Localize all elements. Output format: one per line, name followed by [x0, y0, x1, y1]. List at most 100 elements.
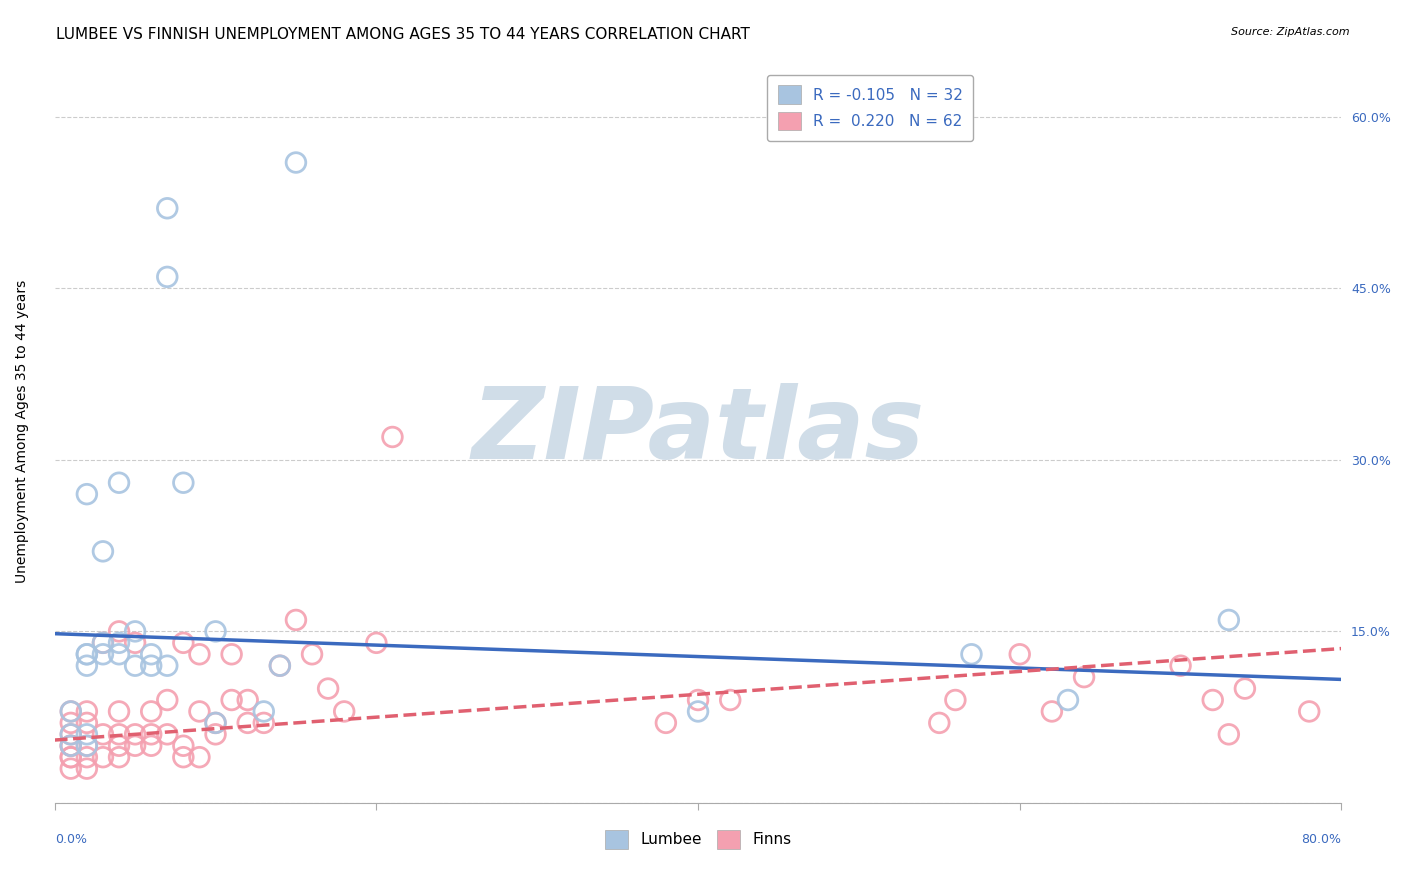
Point: [236, 715, 259, 730]
Point: [141, 739, 163, 753]
Point: [141, 705, 163, 719]
Text: 0.0%: 0.0%: [55, 832, 87, 846]
Point: [76, 705, 98, 719]
Legend: Lumbee, Finns: Lumbee, Finns: [599, 824, 797, 855]
Y-axis label: Unemployment Among Ages 35 to 44 years: Unemployment Among Ages 35 to 44 years: [15, 279, 30, 582]
Point: [108, 705, 131, 719]
Point: [91, 750, 114, 764]
Text: LUMBEE VS FINNISH UNEMPLOYMENT AMONG AGES 35 TO 44 YEARS CORRELATION CHART: LUMBEE VS FINNISH UNEMPLOYMENT AMONG AGE…: [56, 27, 751, 42]
Point: [204, 715, 226, 730]
Point: [156, 201, 179, 215]
Point: [172, 475, 194, 490]
Point: [59, 739, 82, 753]
Point: [253, 715, 276, 730]
Point: [333, 705, 356, 719]
Point: [141, 658, 163, 673]
Point: [124, 636, 146, 650]
Point: [172, 636, 194, 650]
Point: [269, 658, 291, 673]
Point: [188, 647, 211, 661]
Point: [316, 681, 339, 696]
Point: [76, 727, 98, 741]
Point: [59, 727, 82, 741]
Point: [172, 750, 194, 764]
Point: [124, 727, 146, 741]
Point: [108, 624, 131, 639]
Point: [284, 155, 307, 169]
Point: [172, 739, 194, 753]
Point: [91, 647, 114, 661]
Point: [76, 739, 98, 753]
Text: Source: ZipAtlas.com: Source: ZipAtlas.com: [1232, 27, 1350, 37]
Point: [76, 487, 98, 501]
Point: [59, 762, 82, 776]
Point: [59, 715, 82, 730]
Point: [221, 647, 243, 661]
Point: [1170, 658, 1192, 673]
Point: [1233, 681, 1256, 696]
Point: [156, 693, 179, 707]
Point: [366, 636, 388, 650]
Point: [188, 750, 211, 764]
Point: [945, 693, 967, 707]
Point: [284, 613, 307, 627]
Point: [76, 715, 98, 730]
Point: [124, 739, 146, 753]
Point: [91, 727, 114, 741]
Point: [718, 693, 741, 707]
Point: [141, 647, 163, 661]
Point: [156, 727, 179, 741]
Point: [928, 715, 950, 730]
Point: [204, 727, 226, 741]
Point: [76, 762, 98, 776]
Point: [76, 647, 98, 661]
Point: [76, 658, 98, 673]
Point: [1202, 693, 1225, 707]
Point: [108, 475, 131, 490]
Point: [59, 727, 82, 741]
Point: [1040, 705, 1063, 719]
Point: [108, 750, 131, 764]
Point: [1218, 613, 1240, 627]
Point: [76, 647, 98, 661]
Point: [1073, 670, 1095, 684]
Text: 80.0%: 80.0%: [1302, 832, 1341, 846]
Point: [1298, 705, 1320, 719]
Point: [59, 750, 82, 764]
Point: [156, 269, 179, 284]
Point: [59, 705, 82, 719]
Point: [655, 715, 678, 730]
Point: [960, 647, 983, 661]
Point: [236, 693, 259, 707]
Point: [141, 727, 163, 741]
Point: [686, 693, 709, 707]
Point: [59, 739, 82, 753]
Point: [269, 658, 291, 673]
Point: [124, 624, 146, 639]
Point: [156, 658, 179, 673]
Point: [91, 636, 114, 650]
Point: [59, 705, 82, 719]
Point: [91, 544, 114, 558]
Point: [381, 430, 404, 444]
Point: [188, 705, 211, 719]
Point: [108, 727, 131, 741]
Point: [204, 624, 226, 639]
Point: [204, 715, 226, 730]
Point: [301, 647, 323, 661]
Point: [59, 750, 82, 764]
Point: [1218, 727, 1240, 741]
Point: [124, 658, 146, 673]
Text: ZIPatlas: ZIPatlas: [471, 383, 925, 480]
Point: [91, 636, 114, 650]
Point: [108, 636, 131, 650]
Point: [108, 647, 131, 661]
Point: [253, 705, 276, 719]
Point: [1057, 693, 1080, 707]
Point: [686, 705, 709, 719]
Point: [108, 739, 131, 753]
Point: [1008, 647, 1031, 661]
Point: [76, 750, 98, 764]
Point: [76, 739, 98, 753]
Point: [59, 739, 82, 753]
